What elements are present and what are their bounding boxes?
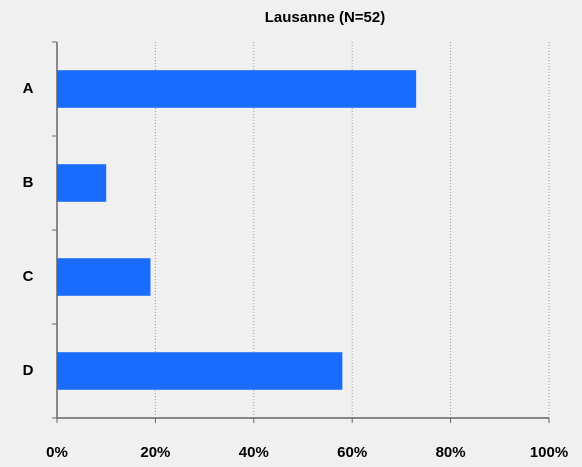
x-tick-label: 20%	[140, 444, 170, 461]
x-tick-label: 80%	[436, 444, 466, 461]
bar	[57, 258, 151, 296]
x-tick-label: 60%	[337, 444, 367, 461]
y-tick-label: A	[23, 80, 34, 97]
x-tick-label: 100%	[530, 444, 568, 461]
y-tick-label: C	[23, 268, 34, 285]
chart-title: Lausanne (N=52)	[265, 9, 385, 26]
y-tick-label: D	[23, 362, 34, 379]
x-tick-label: 0%	[46, 444, 68, 461]
y-tick-label: B	[23, 174, 34, 191]
bar	[57, 164, 107, 202]
bar	[57, 70, 417, 108]
x-tick-label: 40%	[239, 444, 269, 461]
bar	[57, 352, 343, 390]
